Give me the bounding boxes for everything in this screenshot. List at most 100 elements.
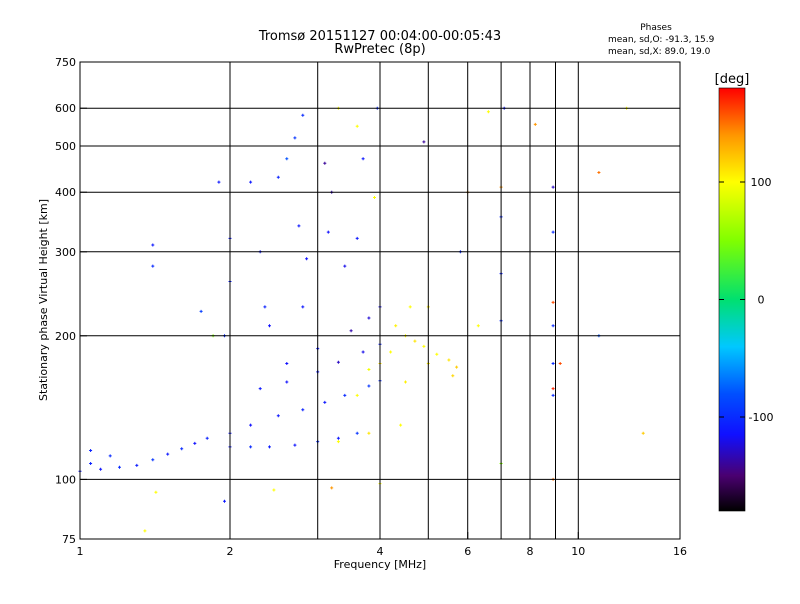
scatter-point	[249, 423, 253, 427]
scatter-point	[476, 324, 480, 328]
scatter-point	[361, 350, 365, 354]
scatter-point	[447, 358, 451, 362]
scatter-point	[268, 445, 271, 449]
scatter-point	[455, 365, 459, 369]
scatter-point	[404, 380, 407, 384]
scatter-point	[249, 445, 253, 449]
scatter-point	[193, 441, 197, 445]
phase-box-title: Phases	[640, 23, 672, 33]
x-tick-label: 8	[527, 545, 534, 558]
scatter-point	[355, 236, 359, 240]
y-axis-ticks: 75 100 200 300 400 500 600 750	[55, 56, 87, 546]
scatter-point	[285, 380, 289, 384]
scatter-point	[135, 463, 139, 467]
scatter-point	[355, 393, 359, 397]
scatter-point	[399, 423, 403, 427]
scatter-point	[301, 408, 305, 412]
scatter-point	[205, 436, 209, 440]
phase-x-stats: mean, sd,X: 89.0, 19.0	[608, 47, 711, 57]
scatter-point	[408, 305, 412, 309]
y-tick-label: 300	[55, 246, 76, 259]
scatter-point	[367, 316, 371, 320]
colorbar-tick-label: 100	[751, 176, 772, 189]
scatter-point	[305, 257, 309, 261]
y-tick-label: 75	[62, 533, 76, 546]
scatter-point	[551, 300, 555, 304]
scatter-point	[533, 122, 537, 126]
y-tick-label: 500	[55, 140, 76, 153]
colorbar-tick-label: -100	[749, 411, 774, 424]
scatter-point	[597, 171, 601, 174]
scatter-point	[249, 180, 253, 184]
scatter-point	[641, 431, 645, 435]
scatter-point	[293, 443, 297, 447]
x-tick-label: 1	[77, 545, 84, 558]
scatter-point	[551, 362, 555, 365]
scatter-point	[258, 387, 262, 391]
scatter-point	[336, 360, 340, 364]
scatter-point	[389, 350, 393, 354]
scatter-point	[422, 344, 426, 348]
scatter-point	[276, 414, 280, 418]
scatter-point	[361, 157, 365, 161]
scatter-point	[336, 436, 340, 440]
scatter-point	[223, 499, 226, 503]
scatter-point	[89, 449, 93, 452]
x-axis-ticks: 1 2 4 6 8 10 16	[77, 532, 687, 558]
scatter-point	[486, 110, 490, 114]
scatter-point	[435, 352, 439, 356]
scatter-point	[330, 486, 334, 490]
scatter-point	[301, 113, 305, 117]
colorbar-label: [deg]	[715, 72, 750, 87]
scatter-point	[293, 136, 297, 140]
scatter-point	[343, 393, 347, 397]
y-tick-label: 100	[55, 473, 76, 486]
chart-title: Tromsø 20151127 00:04:00-00:05:43	[258, 29, 501, 44]
x-axis-label: Frequency [MHz]	[334, 558, 426, 571]
scatter-point	[451, 374, 455, 378]
scatter-point	[166, 452, 170, 456]
y-tick-label: 600	[55, 102, 76, 115]
scatter-point	[349, 329, 353, 333]
scatter-point	[285, 362, 289, 365]
scatter-point	[143, 529, 147, 533]
scatter-point	[413, 339, 417, 343]
scatter-point	[551, 230, 555, 234]
scatter-point	[151, 458, 155, 462]
scatter-point	[151, 264, 155, 268]
y-axis-label: Stationary phase Virtual Height [km]	[37, 199, 50, 401]
scatter-point	[108, 454, 112, 458]
x-tick-label: 6	[464, 545, 471, 558]
scatter-point	[394, 324, 398, 328]
scatter-point	[151, 243, 155, 247]
scatter-point	[551, 393, 555, 397]
x-tick-label: 16	[673, 545, 687, 558]
scatter-point	[301, 305, 305, 309]
scatter-point	[558, 362, 562, 365]
scatter-point	[199, 309, 203, 313]
scatter-point	[367, 384, 371, 388]
scatter-point	[355, 431, 359, 435]
scatter-point	[89, 462, 93, 465]
scatter-point	[323, 400, 327, 404]
scatter-point	[297, 224, 301, 228]
scatter-point	[326, 230, 330, 234]
scatter-point	[263, 305, 267, 309]
scatter-point	[217, 180, 221, 184]
scatter-point	[422, 140, 426, 144]
x-tick-label: 10	[571, 545, 585, 558]
y-tick-label: 400	[55, 186, 76, 199]
scatter-point	[551, 324, 555, 328]
scatter-point	[323, 161, 327, 165]
scatter-point	[118, 465, 121, 469]
scatter-point	[367, 368, 371, 371]
plot-grid	[80, 62, 680, 539]
scatter-point	[551, 185, 555, 189]
x-tick-label: 2	[227, 545, 234, 558]
scatter-point	[336, 440, 340, 444]
colorbar-tick-label: 0	[758, 294, 765, 307]
scatter-point	[268, 324, 271, 328]
x-tick-label: 4	[377, 545, 384, 558]
